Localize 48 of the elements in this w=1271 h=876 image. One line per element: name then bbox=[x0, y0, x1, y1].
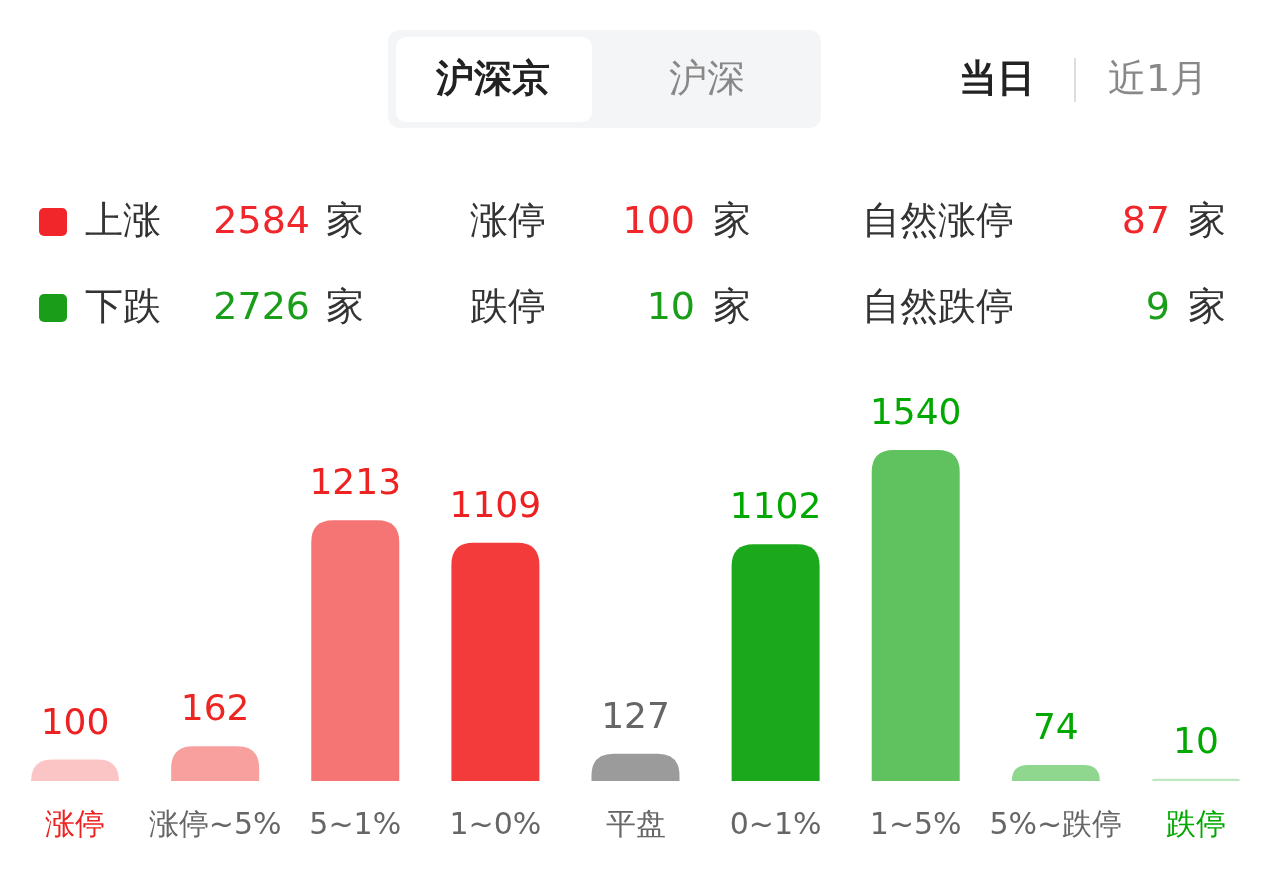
x-tick-label: 跌停 bbox=[1165, 805, 1226, 841]
data-label: 162 bbox=[180, 687, 250, 729]
text: 沪深 bbox=[669, 55, 745, 100]
text: 跌停 bbox=[470, 283, 546, 328]
x-tick-label: 1~0% bbox=[449, 805, 542, 841]
text: 当日 bbox=[959, 55, 1035, 100]
bar bbox=[451, 542, 540, 781]
data-label: 100 bbox=[40, 700, 110, 742]
text: 家 bbox=[1188, 283, 1226, 328]
text: 上涨 bbox=[85, 197, 161, 242]
bar bbox=[731, 544, 820, 781]
text: 100 bbox=[622, 197, 695, 242]
text: 家 bbox=[713, 283, 751, 328]
text: 自然涨停 bbox=[862, 197, 1014, 242]
x-tick-label: 1~5% bbox=[869, 805, 962, 841]
text: 家 bbox=[713, 197, 751, 242]
text: 家 bbox=[326, 283, 364, 328]
text: 2584 bbox=[213, 197, 310, 242]
text: 家 bbox=[326, 197, 364, 242]
text: 沪深京 bbox=[435, 55, 550, 100]
data-label: 10 bbox=[1173, 719, 1219, 761]
text: 2726 bbox=[213, 283, 310, 328]
data-label: 1102 bbox=[729, 485, 822, 527]
bar bbox=[1011, 765, 1100, 781]
data-label: 74 bbox=[1032, 706, 1079, 748]
data-label: 1213 bbox=[309, 461, 402, 503]
x-tick-label: 涨停 bbox=[45, 805, 106, 841]
text: 下跌 bbox=[85, 283, 161, 328]
text: 10 bbox=[646, 283, 695, 328]
data-label: 1540 bbox=[869, 391, 962, 432]
text: 9 bbox=[1145, 283, 1170, 328]
bar bbox=[311, 520, 400, 781]
x-tick-label: 涨停~5% bbox=[148, 805, 282, 841]
data-label: 127 bbox=[601, 694, 670, 736]
bar bbox=[591, 753, 680, 781]
x-tick-label: 0~1% bbox=[729, 805, 822, 841]
text: 87 bbox=[1121, 197, 1170, 242]
text: 近1月 bbox=[1107, 55, 1209, 100]
bar bbox=[871, 450, 960, 781]
text: 自然跌停 bbox=[862, 283, 1014, 328]
data-label: 1109 bbox=[449, 483, 542, 525]
x-tick-label: 平盘 bbox=[605, 805, 666, 841]
bar bbox=[1151, 778, 1240, 781]
text: 家 bbox=[1188, 197, 1226, 242]
x-tick-label: 5~1% bbox=[309, 805, 402, 841]
text: 涨停 bbox=[470, 197, 546, 242]
bar bbox=[171, 746, 260, 781]
x-tick-label: 5%~跌停 bbox=[989, 805, 1123, 841]
